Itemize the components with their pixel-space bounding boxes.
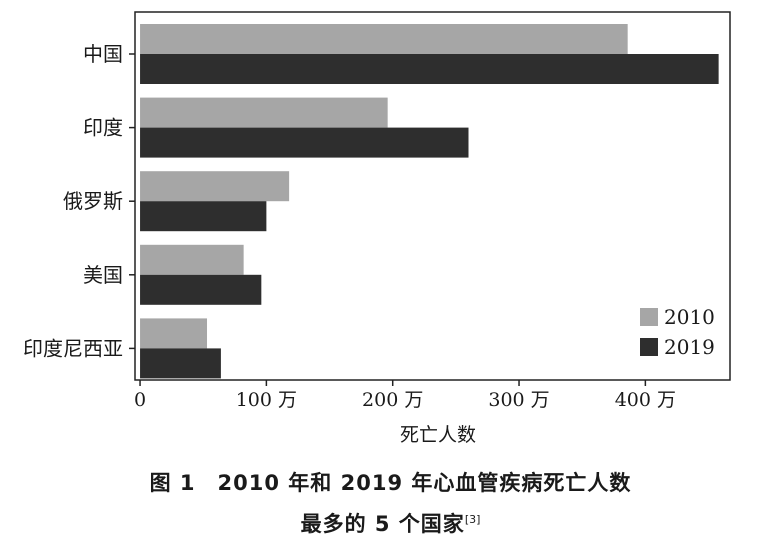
legend-label-2010: 2010 — [664, 305, 715, 329]
y-tick-label: 印度尼西亚 — [23, 336, 123, 360]
x-tick-label: 100 万 — [236, 389, 297, 411]
x-tick-label: 200 万 — [362, 389, 423, 411]
x-tick-label: 400 万 — [615, 389, 676, 411]
y-tick-label: 美国 — [83, 263, 123, 287]
bar-2019-2 — [140, 201, 267, 232]
y-tick-label: 俄罗斯 — [63, 189, 123, 213]
bar-2019-3 — [140, 274, 262, 305]
bar-2010-0 — [140, 24, 628, 54]
caption-reference: [3] — [464, 513, 481, 526]
x-tick-label: 300 万 — [488, 389, 549, 411]
bar-2019-1 — [140, 127, 469, 158]
figure-caption: 图 1 2010 年和 2019 年心血管疾病死亡人数 — [149, 471, 632, 495]
bar-2019-0 — [140, 54, 719, 84]
y-tick-label: 印度 — [83, 116, 123, 140]
figure-caption-line2: 最多的 5 个国家[3] — [0, 508, 781, 538]
caption-text: 最多的 5 个国家 — [300, 512, 465, 536]
bar-2010-2 — [140, 171, 290, 202]
bar-2010-4 — [140, 318, 208, 349]
bar-2010-3 — [140, 244, 244, 275]
legend-swatch-2019 — [640, 338, 658, 356]
legend-label-2019: 2019 — [664, 335, 715, 359]
x-tick-label: 0 — [134, 389, 146, 411]
x-axis-label: 死亡人数 — [400, 424, 476, 446]
bar-2010-1 — [140, 97, 388, 128]
plot-area — [134, 11, 731, 381]
legend: 2010 2019 — [640, 305, 715, 359]
y-tick-label: 中国 — [83, 42, 123, 66]
legend-swatch-2010 — [640, 308, 658, 326]
bar-2019-4 — [140, 348, 221, 379]
